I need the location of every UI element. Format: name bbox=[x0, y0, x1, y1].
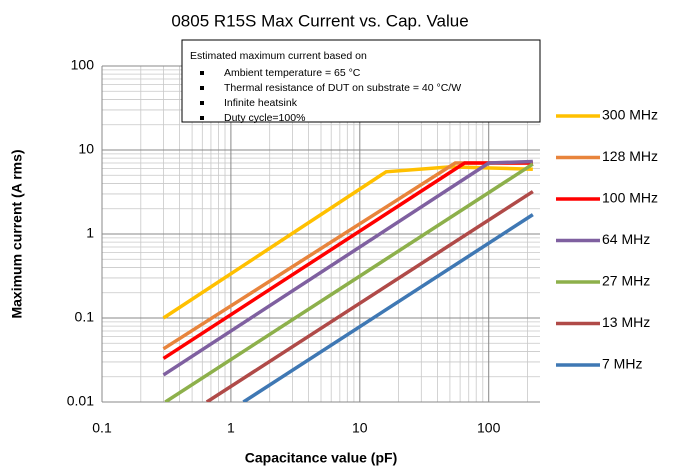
x-axis-title: Capacitance value (pF) bbox=[245, 450, 398, 466]
legend-label: 128 MHz bbox=[602, 148, 658, 164]
annotation-item: Ambient temperature = 65 °C bbox=[224, 67, 361, 79]
y-tick-label: 100 bbox=[71, 57, 95, 73]
chart-title: 0805 R15S Max Current vs. Cap. Value bbox=[171, 11, 468, 30]
bullet bbox=[200, 71, 204, 75]
line bbox=[242, 213, 534, 402]
bullet bbox=[200, 101, 204, 105]
x-tick-label: 0.1 bbox=[92, 420, 112, 436]
annotation-item: Thermal resistance of DUT on substrate =… bbox=[224, 82, 461, 94]
line bbox=[162, 161, 533, 360]
line bbox=[162, 159, 533, 377]
x-tick-label: 100 bbox=[477, 420, 501, 436]
x-tick-label: 10 bbox=[352, 420, 368, 436]
annotation-item: Infinite heatsink bbox=[224, 97, 298, 109]
legend-label: 7 MHz bbox=[602, 356, 642, 372]
bullet bbox=[200, 86, 204, 90]
legend-label: 64 MHz bbox=[602, 231, 650, 247]
legend-label: 13 MHz bbox=[602, 314, 650, 330]
line bbox=[164, 162, 534, 402]
y-tick-label: 1 bbox=[86, 225, 94, 241]
legend-label: 300 MHz bbox=[602, 107, 658, 123]
annotation-item: Duty cycle=100% bbox=[224, 112, 305, 124]
legend-label: 100 MHz bbox=[602, 190, 658, 206]
line bbox=[205, 190, 534, 402]
y-tick-label: 0.1 bbox=[75, 309, 95, 325]
y-tick-label: 10 bbox=[78, 141, 94, 157]
legend-label: 27 MHz bbox=[602, 273, 650, 289]
bullet bbox=[200, 116, 204, 120]
x-tick-label: 1 bbox=[227, 420, 235, 436]
annotation-title: Estimated maximum current based on bbox=[190, 50, 367, 62]
annotation-box bbox=[181, 39, 541, 123]
line bbox=[162, 165, 533, 320]
y-axis-title: Maximum current (A rms) bbox=[9, 149, 25, 318]
y-tick-label: 0.01 bbox=[67, 393, 94, 409]
